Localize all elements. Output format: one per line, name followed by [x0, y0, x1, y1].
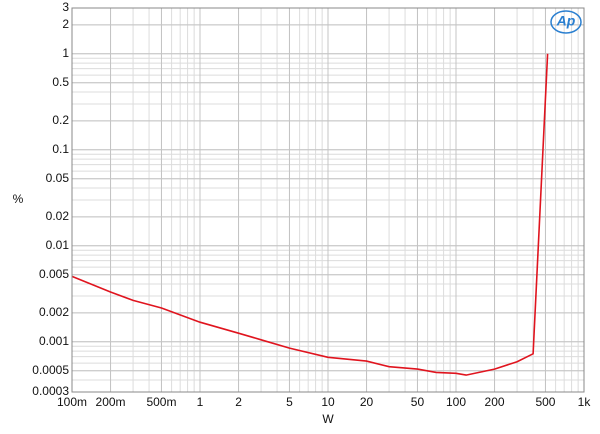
y-tick-label: 2 — [62, 17, 69, 31]
y-tick-label: 0.5 — [52, 75, 69, 89]
x-tick-label: 1 — [197, 395, 204, 409]
y-tick-label: 0.01 — [46, 238, 70, 252]
y-tick-label: 0.2 — [52, 113, 69, 127]
y-tick-label: 0.005 — [39, 267, 69, 281]
y-tick-label: 0.0003 — [32, 384, 69, 398]
x-tick-label: 100m — [57, 395, 87, 409]
data-line — [71, 53, 549, 376]
x-tick-label: 200 — [485, 395, 505, 409]
x-tick-label: 500 — [535, 395, 555, 409]
x-tick-label: 200m — [96, 395, 126, 409]
x-tick-label: 50 — [411, 395, 425, 409]
x-tick-label: 10 — [321, 395, 335, 409]
x-axis-label: W — [322, 412, 334, 426]
plot-frame — [71, 7, 585, 393]
y-tick-label: 0.05 — [46, 171, 70, 185]
y-tick-label: 3 — [62, 0, 69, 14]
y-tick-label: 0.001 — [39, 334, 69, 348]
x-tick-label: 2 — [235, 395, 242, 409]
y-axis-label: % — [13, 192, 24, 206]
y-tick-label: 0.002 — [39, 305, 69, 319]
logo-text: Ap — [556, 13, 576, 29]
x-tick-label: 100 — [446, 395, 466, 409]
logo: Ap — [550, 10, 582, 34]
y-tick-label: 0.1 — [52, 142, 69, 156]
y-tick-label: 1 — [62, 46, 69, 60]
x-tick-label: 500m — [146, 395, 176, 409]
logo-ring — [550, 10, 582, 34]
y-tick-label: 0.02 — [46, 209, 70, 223]
x-tick-label: 1k — [578, 395, 592, 409]
grid — [71, 7, 585, 393]
y-tick-label: 0.0005 — [32, 363, 69, 377]
x-tick-label: 20 — [360, 395, 374, 409]
x-tick-label: 5 — [286, 395, 293, 409]
data — [71, 53, 549, 376]
